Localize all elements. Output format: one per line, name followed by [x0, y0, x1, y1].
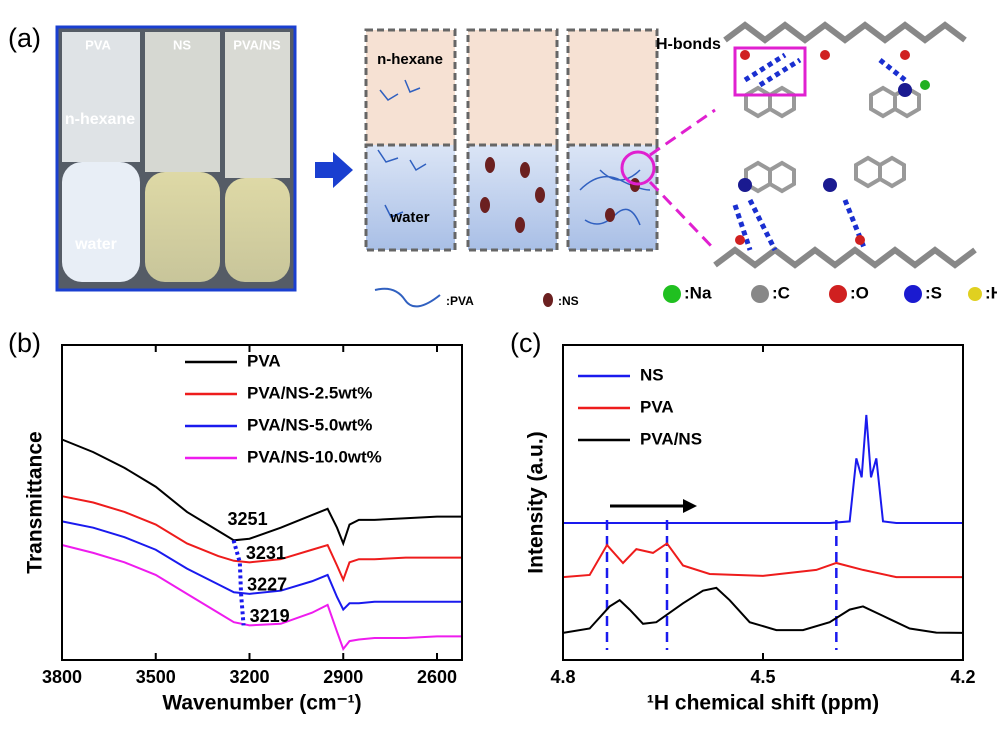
plot-frame	[61, 344, 463, 661]
ns-sketch	[480, 157, 640, 233]
legend-icon	[968, 287, 982, 301]
legend-icon	[543, 293, 553, 307]
legend-label: :H	[985, 283, 997, 302]
legend-label: PVA	[640, 397, 674, 416]
peak-label: 3251	[228, 509, 268, 529]
legend-label: PVA/NS-5.0wt%	[247, 415, 372, 434]
x-tick-label: 2600	[417, 667, 457, 687]
series-line	[61, 520, 462, 612]
panel-label: (c)	[510, 328, 541, 358]
molecule	[713, 21, 977, 269]
phase-label: n-hexane	[65, 111, 135, 128]
legend-label: :Na	[684, 283, 712, 302]
series-line	[61, 438, 462, 547]
x-tick-label: 4.2	[950, 667, 975, 687]
panel-label: (a)	[8, 23, 41, 53]
legend-label: PVA	[247, 351, 281, 370]
photo	[55, 25, 297, 292]
y-axis-label: Transmittance	[24, 431, 47, 573]
zoom-circle	[620, 150, 656, 186]
legend-label: :NS	[558, 294, 579, 308]
legend-label: PVA/NS-2.5wt%	[247, 383, 372, 402]
tube-label: PVA	[85, 37, 111, 52]
arrow	[315, 152, 353, 188]
legend-label: :O	[850, 283, 869, 302]
x-tick-label: 3200	[229, 667, 269, 687]
x-axis-label: ¹H chemical shift (ppm)	[647, 692, 879, 715]
series-line	[61, 495, 462, 583]
series-line	[563, 414, 963, 524]
y-axis-label: Intensity (a.u.)	[525, 431, 548, 573]
legend-label: :S	[925, 283, 942, 302]
legend-label: PVA/NS-10.0wt%	[247, 447, 382, 466]
phase-label: water	[389, 209, 429, 226]
tube-label: PVA/NS	[233, 37, 281, 52]
shift-arrow	[683, 499, 697, 513]
series-line	[562, 542, 963, 579]
legend-icon	[663, 285, 681, 303]
legend-icon	[751, 285, 769, 303]
series-line	[61, 544, 462, 652]
legend-label: PVA/NS	[640, 429, 702, 448]
legend-icon	[904, 285, 922, 303]
x-axis-label: Wavenumber (cm⁻¹)	[162, 692, 361, 715]
legend-label: :C	[772, 283, 790, 302]
phase-label: water	[74, 236, 117, 253]
phase-label: n-hexane	[377, 51, 443, 68]
tube-label: NS	[173, 37, 191, 52]
legend-icon	[829, 285, 847, 303]
panel-label: (b)	[8, 328, 41, 358]
x-tick-label: 3500	[136, 667, 176, 687]
bond-label: H-bonds	[656, 36, 721, 53]
plot-frame	[562, 344, 964, 661]
legend-icon	[374, 287, 441, 308]
peak-label: 3231	[246, 543, 286, 563]
peak-label: 3227	[247, 575, 287, 595]
x-tick-label: 4.8	[550, 667, 575, 687]
peak-shift-line	[231, 539, 246, 626]
legend-label: NS	[640, 365, 664, 384]
series-line	[562, 586, 964, 634]
x-tick-label: 3800	[42, 667, 82, 687]
zoom-lines	[648, 108, 717, 252]
x-tick-label: 2900	[323, 667, 363, 687]
peak-label: 3219	[250, 606, 290, 626]
schematic	[364, 28, 659, 252]
x-tick-label: 4.5	[750, 667, 775, 687]
legend-label: :PVA	[446, 294, 474, 308]
